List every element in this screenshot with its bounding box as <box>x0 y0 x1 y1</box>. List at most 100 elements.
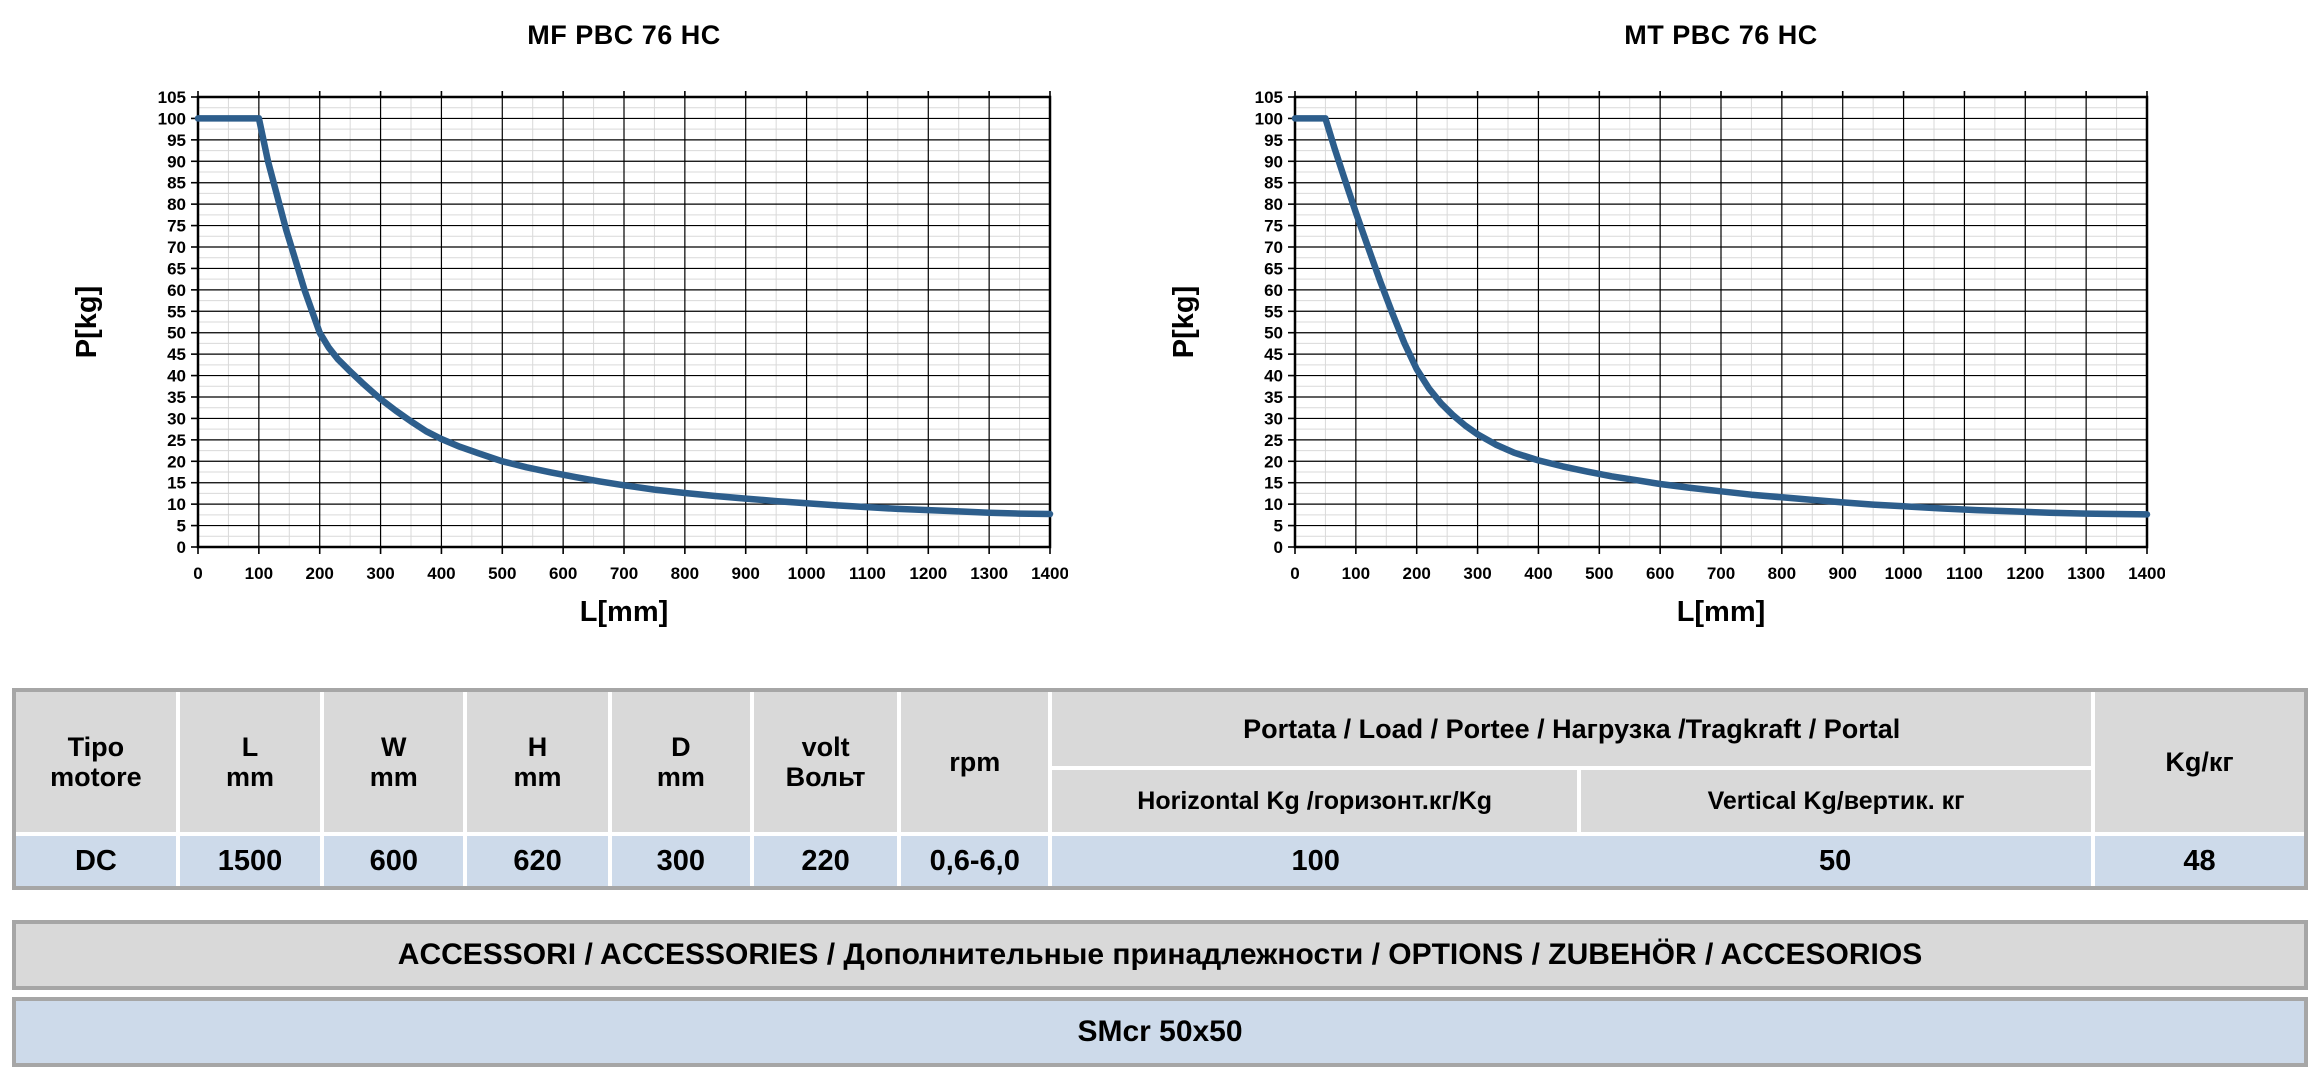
col-header-load-group: Portata / Load / Portee / Нагрузка /Trag… <box>1052 692 2092 766</box>
y-tick-label: 75 <box>167 217 186 236</box>
x-tick-label: 0 <box>1290 564 1299 583</box>
cell-load-values: 100 50 <box>1052 836 2092 886</box>
y-tick-label: 105 <box>158 88 186 107</box>
col-header-load-vertical: Vertical Kg/вертик. кг <box>1581 770 2092 832</box>
x-tick-label: 0 <box>193 564 202 583</box>
y-tick-label: 80 <box>1264 195 1283 214</box>
col-header-rpm: rpm <box>901 692 1049 832</box>
y-tick-label: 75 <box>1264 217 1283 236</box>
y-tick-label: 25 <box>167 431 186 450</box>
x-tick-label: 600 <box>1646 564 1674 583</box>
x-tick-label: 800 <box>671 564 699 583</box>
y-tick-label: 100 <box>1255 109 1283 128</box>
y-tick-label: 95 <box>167 131 186 150</box>
x-tick-label: 600 <box>549 564 577 583</box>
y-tick-label: 100 <box>158 109 186 128</box>
x-tick-label: 500 <box>488 564 516 583</box>
cell-width: 600 <box>324 836 464 886</box>
y-tick-label: 65 <box>167 259 186 278</box>
y-tick-label: 80 <box>167 195 186 214</box>
y-tick-label: 10 <box>167 495 186 514</box>
x-tick-label: 1200 <box>2006 564 2044 583</box>
x-tick-label: 700 <box>610 564 638 583</box>
chart-mt-pbc-76-hc: 0 5 10 15 20 25 30 35 40 45 50 55 60 65 70 75 80 85 90 95 10… <box>1168 20 2165 628</box>
y-tick-label: 45 <box>167 345 186 364</box>
y-tick-label: 25 <box>1264 431 1283 450</box>
col-header-d-mm: D mm <box>611 692 750 832</box>
x-tick-label: 1000 <box>788 564 826 583</box>
x-tick-label: 1100 <box>1946 564 1983 583</box>
y-tick-label: 70 <box>167 238 186 257</box>
col-header-l-mm: L mm <box>179 692 321 832</box>
x-tick-label: 500 <box>1585 564 1613 583</box>
col-header-load-horizontal: Horizontal Kg /горизонт.кг/Kg <box>1052 770 1578 832</box>
x-tick-label: 400 <box>1524 564 1552 583</box>
x-tick-label: 100 <box>1342 564 1370 583</box>
accessories-section: ACCESSORI / ACCESSORIES / Дополнительные… <box>12 920 2308 1067</box>
col-header-tipo-motore: Tipo motore <box>16 692 176 832</box>
x-tick-label: 900 <box>732 564 760 583</box>
chart-title: MF PBC 76 HC <box>527 20 721 50</box>
y-axis-title: P[kg] <box>1168 286 1200 359</box>
y-tick-label: 20 <box>1264 452 1283 471</box>
x-tick-label: 1400 <box>2128 564 2165 583</box>
y-tick-label: 40 <box>167 367 186 386</box>
y-tick-label: 90 <box>1264 152 1283 171</box>
chart-title: MT PBC 76 HC <box>1624 20 1818 50</box>
x-tick-label: 700 <box>1707 564 1735 583</box>
x-tick-label: 200 <box>306 564 334 583</box>
cell-load-vertical: 50 <box>1818 844 1852 877</box>
y-tick-label: 65 <box>1264 259 1283 278</box>
chart-mf-pbc-76-hc: 0 5 10 15 20 25 30 35 40 45 50 55 60 65 70 75 80 85 90 95 10… <box>71 20 1068 628</box>
y-tick-label: 40 <box>1264 367 1283 386</box>
x-tick-label: 900 <box>1829 564 1857 583</box>
y-tick-label: 50 <box>1264 324 1283 343</box>
x-tick-label: 1300 <box>970 564 1008 583</box>
y-tick-label: 35 <box>167 388 186 407</box>
y-tick-label: 30 <box>1264 409 1283 428</box>
x-tick-label: 800 <box>1768 564 1796 583</box>
y-tick-label: 55 <box>1264 302 1283 321</box>
x-tick-label: 1100 <box>849 564 886 583</box>
y-tick-label: 90 <box>167 152 186 171</box>
y-tick-label: 15 <box>1264 474 1283 493</box>
cell-height: 620 <box>467 836 608 886</box>
x-axis-title: L[mm] <box>1677 596 1766 628</box>
accessories-header: ACCESSORI / ACCESSORIES / Дополнительные… <box>12 920 2308 990</box>
y-tick-label: 45 <box>1264 345 1283 364</box>
y-tick-label: 95 <box>1264 131 1283 150</box>
cell-motor-type: DC <box>16 836 176 886</box>
cell-weight: 48 <box>2095 836 2304 886</box>
x-tick-label: 1400 <box>1031 564 1068 583</box>
cell-load-horizontal: 100 <box>1291 844 1340 877</box>
cell-depth: 300 <box>611 836 750 886</box>
x-tick-label: 1000 <box>1885 564 1923 583</box>
y-tick-label: 20 <box>167 452 186 471</box>
col-header-weight-kg: Kg/кг <box>2095 692 2304 832</box>
x-tick-label: 1200 <box>909 564 947 583</box>
x-tick-label: 300 <box>366 564 394 583</box>
load-curve <box>194 115 1054 518</box>
cell-rpm: 0,6-6,0 <box>901 836 1049 886</box>
y-tick-label: 85 <box>167 174 186 193</box>
x-tick-label: 200 <box>1403 564 1431 583</box>
y-tick-label: 0 <box>1274 538 1283 557</box>
y-tick-label: 60 <box>1264 281 1283 300</box>
y-tick-label: 5 <box>1274 517 1283 536</box>
y-tick-label: 15 <box>167 474 186 493</box>
y-tick-label: 10 <box>1264 495 1283 514</box>
y-tick-label: 105 <box>1255 88 1283 107</box>
cell-length: 1500 <box>179 836 321 886</box>
y-tick-label: 5 <box>177 517 186 536</box>
col-header-volt: volt Вольт <box>753 692 898 832</box>
y-tick-label: 60 <box>167 281 186 300</box>
cell-voltage: 220 <box>753 836 898 886</box>
col-header-h-mm: H mm <box>467 692 608 832</box>
x-tick-label: 300 <box>1463 564 1491 583</box>
x-tick-label: 100 <box>245 564 273 583</box>
y-tick-label: 30 <box>167 409 186 428</box>
x-tick-label: 1300 <box>2067 564 2105 583</box>
x-tick-label: 400 <box>427 564 455 583</box>
y-tick-label: 55 <box>167 302 186 321</box>
y-tick-label: 85 <box>1264 174 1283 193</box>
